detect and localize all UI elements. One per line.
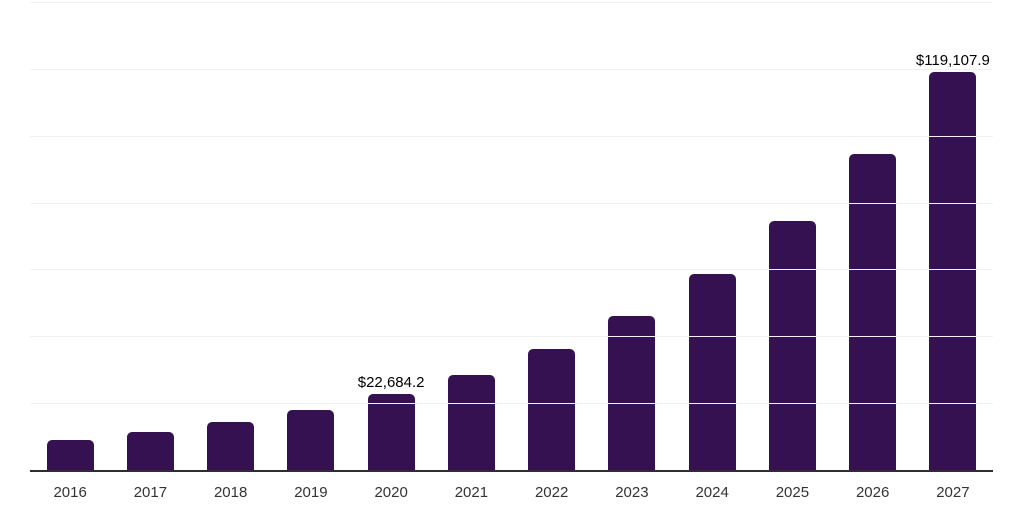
x-axis-label-2024: 2024 (695, 484, 729, 501)
x-axis-label-2020: 2020 (374, 484, 408, 501)
bar-2022[interactable] (528, 348, 576, 470)
x-axis-label-2023: 2023 (615, 484, 649, 501)
bar-2016[interactable] (46, 439, 94, 470)
bar-slot-2021 (431, 2, 511, 470)
bar-slot-2026 (833, 2, 913, 470)
bar-2020[interactable] (367, 394, 415, 470)
bar-slot-2016 (30, 2, 110, 470)
gridline-100000 (30, 135, 993, 137)
gridline-120000 (30, 68, 993, 70)
bar-2024[interactable] (688, 274, 736, 470)
bar-slot-2018 (191, 2, 271, 470)
bar-slot-2017 (110, 2, 190, 470)
x-axis-label-2027: 2027 (936, 484, 970, 501)
bar-2017[interactable] (126, 431, 174, 470)
bar-2018[interactable] (207, 421, 255, 470)
bar-slot-2019 (271, 2, 351, 470)
bar-value-label-2027: $119,107.9 (915, 51, 990, 69)
bar-slot-2022 (512, 2, 592, 470)
x-axis-label-2025: 2025 (775, 484, 810, 501)
gridline-140000 (30, 2, 993, 3)
x-axis-label-2017: 2017 (133, 484, 168, 501)
bar-slot-2025 (752, 2, 832, 470)
gridline-60000 (30, 269, 993, 271)
x-axis-label-2022: 2022 (534, 484, 569, 501)
bar-2023[interactable] (608, 315, 656, 470)
x-axis-label-2018: 2018 (213, 484, 248, 501)
bar-2019[interactable] (287, 409, 335, 470)
bar-2026[interactable] (849, 154, 897, 470)
bar-slot-2024 (672, 2, 752, 470)
gridline-80000 (30, 202, 993, 204)
gridline-20000 (30, 403, 993, 405)
x-axis-label-2026: 2026 (855, 484, 890, 501)
x-axis-label-2016: 2016 (53, 484, 87, 501)
bar-2025[interactable] (768, 220, 816, 470)
bar-slot-2020: $22,684.2 (351, 2, 431, 470)
bar-value-label-2020: $22,684.2 (357, 374, 425, 392)
bar-slot-2027: $119,107.9 (913, 2, 993, 470)
x-axis-label-2019: 2019 (294, 484, 328, 501)
bar-series: $22,684.2 $119,107.9 (30, 2, 993, 470)
x-axis-line (30, 470, 993, 472)
gridline-40000 (30, 336, 993, 338)
x-axis-label-2021: 2021 (454, 484, 489, 501)
x-axis-labels: 2016 2017 2018 2019 2020 2021 2022 2023 2024 2025… (30, 484, 993, 502)
bar-slot-2023 (592, 2, 672, 470)
bar-2027[interactable] (929, 71, 977, 470)
plot-area: $22,684.2 $119,107.9 (30, 2, 993, 470)
bar-2021[interactable] (447, 374, 495, 470)
